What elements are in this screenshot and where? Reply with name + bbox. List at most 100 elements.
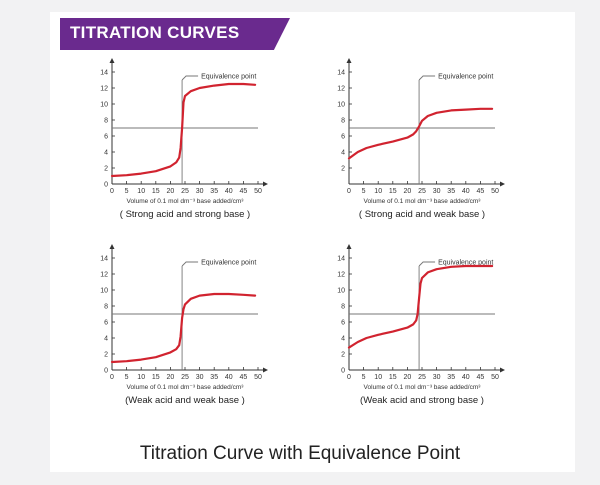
- y-tick-label: 10: [337, 102, 345, 109]
- y-tick-label: 10: [100, 102, 108, 109]
- y-tick-label: 14: [337, 70, 345, 77]
- x-axis-label: Volume of 0.1 mol dm⁻³ base added/cm³: [364, 198, 482, 205]
- x-tick-label: 20: [404, 188, 412, 195]
- x-tick-label: 50: [491, 374, 499, 381]
- x-tick-label: 45: [240, 188, 248, 195]
- y-tick-label: 14: [100, 70, 108, 77]
- x-tick-label: 45: [240, 374, 248, 381]
- x-tick-label: 15: [152, 374, 160, 381]
- x-axis-arrow: [500, 181, 505, 187]
- x-axis-arrow: [263, 181, 268, 187]
- x-tick-label: 50: [254, 188, 262, 195]
- x-tick-label: 40: [462, 374, 470, 381]
- y-tick-label: 8: [341, 118, 345, 125]
- x-tick-label: 10: [374, 188, 382, 195]
- chart-caption: (Weak acid and weak base ): [125, 395, 245, 406]
- x-tick-label: 30: [196, 188, 204, 195]
- x-tick-label: 35: [210, 374, 218, 381]
- titration-curve: [110, 82, 257, 178]
- chart-caption: (Weak acid and strong base ): [360, 395, 484, 406]
- x-tick-label: 35: [447, 374, 455, 381]
- y-tick-label: 6: [104, 134, 108, 141]
- y-axis-arrow: [109, 244, 115, 249]
- y-tick-label: 0: [341, 368, 345, 375]
- equivalence-pointer: [181, 261, 199, 267]
- x-axis-label: Volume of 0.1 mol dm⁻³ base added/cm³: [127, 384, 245, 391]
- x-tick-label: 5: [125, 188, 129, 195]
- x-tick-label: 30: [433, 374, 441, 381]
- y-tick-label: 12: [100, 86, 108, 93]
- content-card: [50, 12, 575, 472]
- x-axis-label: Volume of 0.1 mol dm⁻³ base added/cm³: [364, 384, 482, 391]
- chart-caption: ( Strong acid and weak base ): [359, 209, 485, 220]
- equivalence-pointer: [181, 75, 199, 81]
- x-tick-label: 45: [477, 188, 485, 195]
- x-tick-label: 25: [418, 374, 426, 381]
- y-tick-label: 8: [341, 304, 345, 311]
- x-tick-label: 40: [225, 374, 233, 381]
- y-tick-label: 12: [100, 272, 108, 279]
- y-tick-label: 2: [104, 352, 108, 359]
- x-tick-label: 40: [462, 188, 470, 195]
- y-tick-label: 4: [341, 336, 345, 343]
- y-tick-label: 4: [104, 336, 108, 343]
- y-tick-label: 2: [341, 352, 345, 359]
- x-tick-label: 0: [110, 188, 114, 195]
- x-tick-label: 0: [347, 188, 351, 195]
- x-axis-arrow: [263, 367, 268, 373]
- y-tick-label: 12: [337, 86, 345, 93]
- x-tick-label: 10: [137, 188, 145, 195]
- x-tick-label: 50: [491, 188, 499, 195]
- y-tick-label: 0: [104, 182, 108, 189]
- y-axis-arrow: [346, 244, 352, 249]
- x-tick-label: 40: [225, 188, 233, 195]
- figure-caption: Titration Curve with Equivalence Point: [139, 443, 461, 464]
- x-tick-label: 20: [167, 188, 175, 195]
- y-tick-label: 8: [104, 118, 108, 125]
- x-tick-label: 25: [418, 188, 426, 195]
- equivalence-label: Equivalence point: [201, 74, 256, 81]
- y-tick-label: 0: [104, 368, 108, 375]
- y-tick-label: 12: [337, 272, 345, 279]
- x-tick-label: 45: [477, 374, 485, 381]
- chart-weak-acid-weak-base: 0 5 10 15 20 25 30 35 40 45 50 0 2 4 6 8 10 12 14 Equivalen…: [100, 244, 268, 406]
- x-tick-label: 10: [374, 374, 382, 381]
- x-tick-label: 30: [433, 188, 441, 195]
- x-tick-label: 30: [196, 374, 204, 381]
- x-tick-label: 5: [362, 374, 366, 381]
- equivalence-pointer: [418, 261, 436, 267]
- x-tick-label: 50: [254, 374, 262, 381]
- x-tick-label: 0: [347, 374, 351, 381]
- y-tick-label: 2: [341, 166, 345, 173]
- x-axis-label: Volume of 0.1 mol dm⁻³ base added/cm³: [127, 198, 245, 205]
- banner-title: TITRATION CURVES: [70, 23, 240, 42]
- equivalence-label: Equivalence point: [201, 260, 256, 267]
- x-tick-label: 20: [167, 374, 175, 381]
- x-tick-label: 5: [362, 188, 366, 195]
- y-tick-label: 6: [341, 134, 345, 141]
- x-tick-label: 25: [181, 374, 189, 381]
- y-tick-label: 14: [100, 256, 108, 263]
- y-axis-arrow: [346, 58, 352, 63]
- y-tick-label: 10: [100, 288, 108, 295]
- x-tick-label: 20: [404, 374, 412, 381]
- y-tick-label: 4: [341, 150, 345, 157]
- chart-strong-acid-weak-base: 0 5 10 15 20 25 30 35 40 45 50 2 4 6 8 10 12 14 Equivalenc…: [337, 58, 505, 220]
- chart-strong-acid-strong-base: 0 5 10 15 20 25 30 35 40 45 50 0 2 4 6 8 10 12 14 Equivalen…: [100, 58, 268, 220]
- titration-curve: [347, 264, 494, 349]
- y-axis-arrow: [109, 58, 115, 63]
- equivalence-label: Equivalence point: [438, 260, 493, 267]
- title-banner: [60, 18, 290, 50]
- x-axis-arrow: [500, 367, 505, 373]
- titration-curve: [110, 292, 257, 364]
- y-tick-label: 6: [341, 320, 345, 327]
- x-tick-label: 5: [125, 374, 129, 381]
- x-tick-label: 15: [152, 188, 160, 195]
- x-tick-label: 25: [181, 188, 189, 195]
- x-tick-label: 0: [110, 374, 114, 381]
- y-tick-label: 8: [104, 304, 108, 311]
- y-tick-label: 4: [104, 150, 108, 157]
- equivalence-label: Equivalence point: [438, 74, 493, 81]
- y-tick-label: 2: [104, 166, 108, 173]
- y-tick-label: 14: [337, 256, 345, 263]
